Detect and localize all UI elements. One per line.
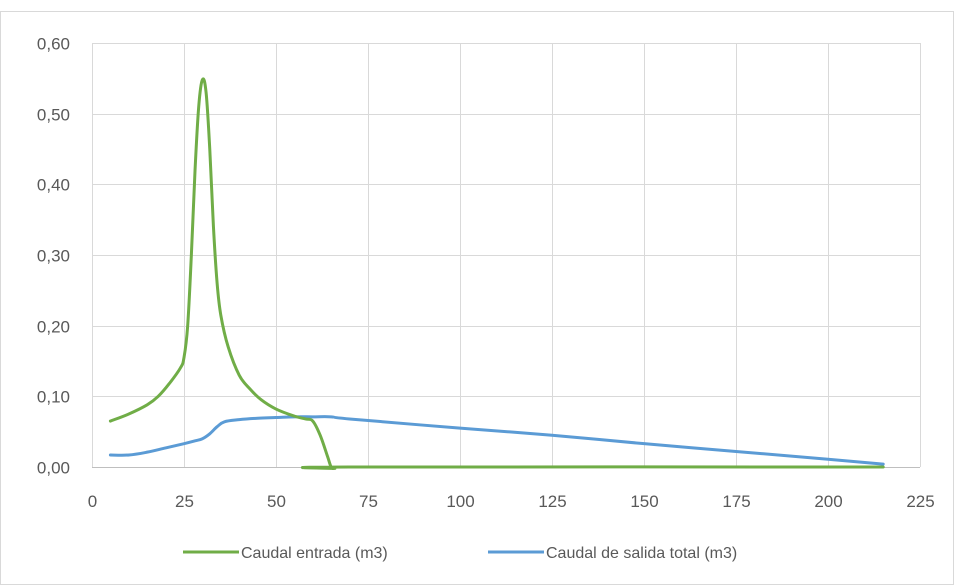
legend-label: Caudal de salida total (m3) — [546, 545, 737, 562]
series-lines — [108, 77, 885, 471]
x-tick-label: 75 — [359, 492, 378, 511]
y-tick-label: 0,00 — [37, 459, 70, 478]
x-tick-label: 0 — [88, 492, 97, 511]
legend-label: Caudal entrada (m3) — [241, 545, 388, 562]
x-tick-labels: 0 25 50 75 100 125 150 175 200 225 — [88, 492, 935, 511]
y-tick-label: 0,20 — [37, 318, 70, 337]
x-tick-label: 125 — [538, 492, 566, 511]
x-tick-label: 50 — [267, 492, 286, 511]
y-tick-label: 0,40 — [37, 176, 70, 195]
gridlines — [92, 43, 921, 467]
x-tick-label: 175 — [722, 492, 750, 511]
y-tick-label: 0,10 — [37, 388, 70, 407]
chart-frame — [0, 11, 954, 585]
x-tick-label: 225 — [906, 492, 934, 511]
legend-item-caudal-salida-total: Caudal de salida total (m3) — [488, 545, 737, 562]
x-tick-label: 100 — [446, 492, 474, 511]
y-tick-labels: 0,00 0,10 0,20 0,30 0,40 0,50 0,60 — [37, 35, 70, 478]
series-line-caudal-salida-total — [108, 415, 885, 466]
x-tick-label: 25 — [175, 492, 194, 511]
legend: Caudal entrada (m3) Caudal de salida tota… — [183, 545, 737, 562]
x-tick-label: 200 — [814, 492, 842, 511]
series-line-caudal-entrada — [108, 77, 885, 471]
legend-item-caudal-entrada: Caudal entrada (m3) — [183, 545, 388, 562]
y-tick-label: 0,30 — [37, 247, 70, 266]
y-tick-label: 0,60 — [37, 35, 70, 54]
x-tick-label: 150 — [630, 492, 658, 511]
y-tick-label: 0,50 — [37, 106, 70, 125]
